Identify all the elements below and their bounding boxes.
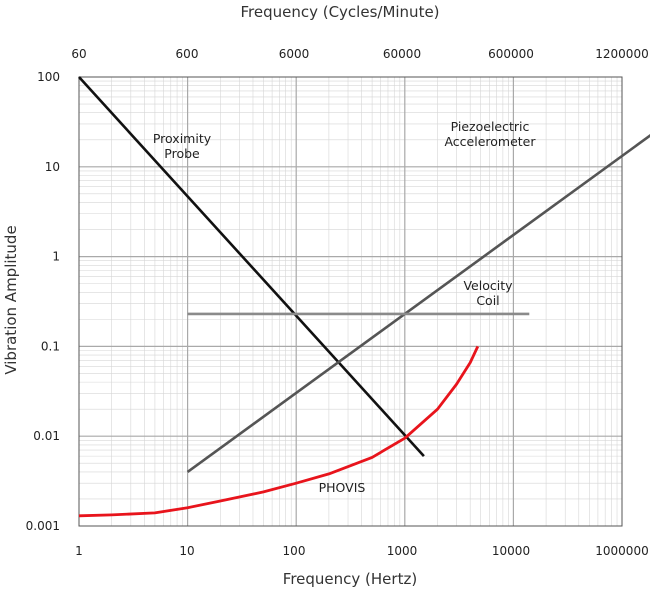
series-line-proximity-probe (78, 76, 425, 457)
x-tick-label: 1000000 (595, 544, 648, 558)
series-line-piezoelectric-accelerometer (186, 134, 650, 473)
series-layer (78, 76, 650, 518)
x-tick-label: 1000 (387, 544, 418, 558)
x-tick-label: 100 (283, 544, 306, 558)
y-axis-title: Vibration Amplitude (2, 225, 20, 374)
x2-axis-title: Frequency (Cycles/Minute) (240, 3, 439, 21)
grid (79, 77, 622, 526)
x2-tick-label: 6000 (279, 47, 310, 61)
y-tick-label: 0.01 (33, 429, 60, 443)
series-label-proximity-probe: Probe (164, 146, 200, 161)
series-label-velocity-coil: Coil (476, 293, 499, 308)
label-layer: 1 10 100 1000 10000 1000000 60 600 6000 60000 6000… (26, 47, 649, 558)
x2-tick-label: 60 (71, 47, 86, 61)
series-line-phovis (78, 345, 480, 518)
x2-tick-label: 1200000 (595, 47, 648, 61)
y-tick-label: 0.001 (26, 519, 60, 533)
x-tick-label: 10000 (492, 544, 530, 558)
x2-tick-label: 60000 (383, 47, 421, 61)
series-label-piezoelectric-accelerometer: Accelerometer (444, 134, 536, 149)
series-label-piezoelectric-accelerometer: Piezoelectric (451, 119, 530, 134)
x2-tick-label: 600000 (488, 47, 534, 61)
plot-frame (78, 76, 623, 527)
y-tick-label: 0.1 (41, 339, 60, 353)
x2-tick-label: 600 (176, 47, 199, 61)
x-axis-title: Frequency (Hertz) (283, 570, 417, 588)
x-tick-label: 1 (75, 544, 83, 558)
series-label-proximity-probe: Proximity (153, 131, 212, 146)
x-tick-label: 10 (179, 544, 194, 558)
series-label-velocity-coil: Velocity (463, 278, 513, 293)
y-tick-label: 10 (45, 160, 60, 174)
series-label-phovis: PHOVIS (319, 480, 366, 495)
y-tick-label: 100 (37, 70, 60, 84)
y-tick-label: 1 (52, 250, 60, 264)
